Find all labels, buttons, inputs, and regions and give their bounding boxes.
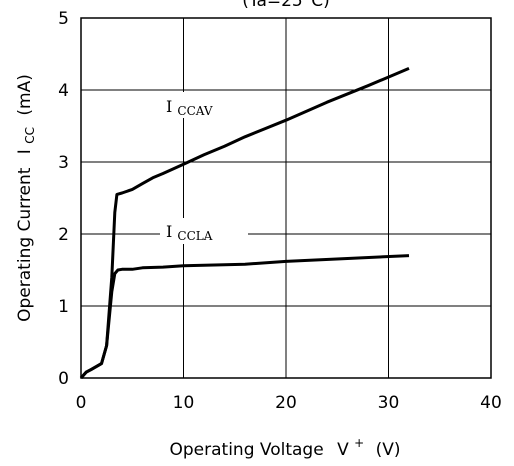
x-axis-label: Operating Voltage V + (V) bbox=[170, 432, 401, 460]
grid bbox=[81, 18, 491, 378]
x-tick-label: 0 bbox=[76, 393, 87, 413]
series-layer bbox=[79, 67, 410, 379]
series-line-ccla bbox=[79, 254, 410, 379]
series-label-ccav: I CCAV bbox=[160, 92, 226, 118]
y-tick-label: 4 bbox=[58, 81, 69, 101]
y-axis-symbol: I bbox=[15, 149, 35, 154]
y-tick-label: 0 bbox=[58, 369, 69, 389]
svg-text:I CCAV: I CCAV bbox=[166, 97, 213, 118]
x-axis-label-text: Operating Voltage bbox=[170, 440, 324, 460]
y-axis-label: Operating Current I CC (mA) bbox=[15, 74, 39, 322]
x-axis-symbol-sup: + bbox=[354, 436, 364, 450]
tick-labels: 0 10 20 30 40 0 1 2 3 4 5 bbox=[58, 9, 502, 413]
svg-text:I CCLA: I CCLA bbox=[166, 222, 213, 243]
x-tick-label: 20 bbox=[275, 393, 297, 413]
x-tick-label: 30 bbox=[378, 393, 400, 413]
x-tick-label: 10 bbox=[173, 393, 195, 413]
series-label-ccla: I CCLA bbox=[160, 218, 248, 244]
chart-title: (Ta=25°C) bbox=[242, 0, 330, 11]
y-tick-label: 2 bbox=[58, 225, 69, 245]
series-label-ccla-main: I bbox=[166, 222, 172, 241]
y-axis-label-text: Operating Current bbox=[15, 167, 35, 322]
series-label-ccav-main: I bbox=[166, 97, 172, 116]
y-axis-unit: (mA) bbox=[15, 74, 35, 115]
x-axis-symbol: V bbox=[337, 440, 349, 460]
x-axis-unit: (V) bbox=[376, 440, 401, 460]
y-axis-symbol-sub: CC bbox=[23, 127, 37, 144]
y-tick-label: 1 bbox=[58, 297, 69, 317]
y-tick-label: 3 bbox=[58, 153, 69, 173]
series-label-ccav-sub: CCAV bbox=[177, 104, 212, 118]
x-tick-label: 40 bbox=[480, 393, 502, 413]
y-tick-label: 5 bbox=[58, 9, 69, 29]
plot-frame bbox=[80, 17, 492, 379]
series-label-ccla-sub: CCLA bbox=[177, 229, 212, 243]
